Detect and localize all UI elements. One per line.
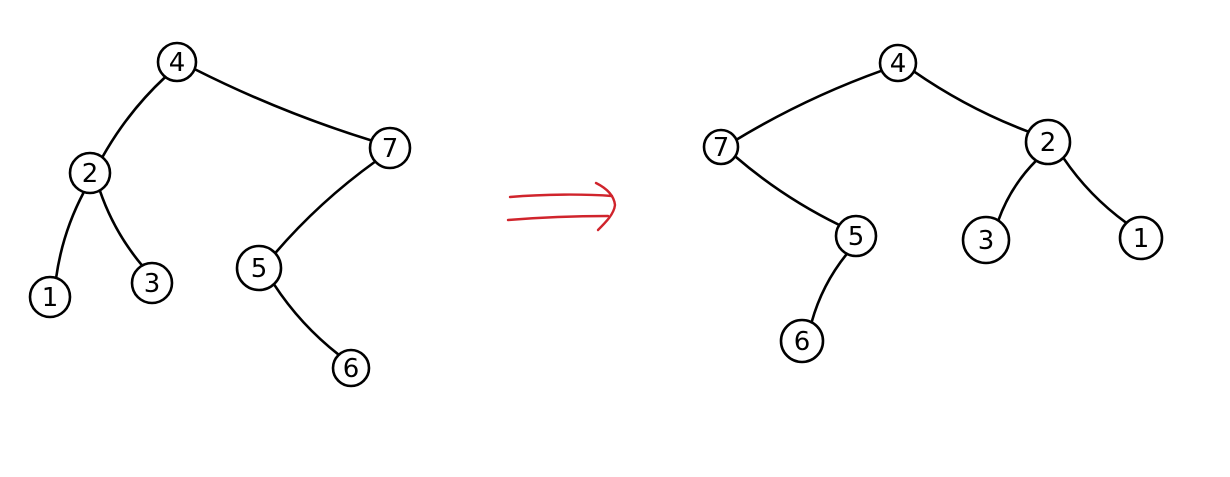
edge-n5-n6 [272,282,341,357]
edge-n2-n1 [54,190,86,280]
edge-m7-m5 [733,155,841,227]
node-label: 6 [794,327,811,357]
node-circle [68,151,112,195]
arrow-head [594,181,617,232]
node-circle [368,126,412,170]
node-label: 4 [890,49,907,79]
node-circle [1118,215,1164,261]
transform-arrow [506,181,617,232]
tree-node-m7: 7 [702,128,740,166]
edge-m2-m1 [1062,156,1128,225]
node-circle [28,275,72,319]
arrow-shaft-top [508,193,614,199]
node-label: 1 [42,283,59,313]
tree-node-m2: 2 [1024,118,1072,166]
tree-node-n6: 6 [331,348,371,388]
node-circle [779,318,825,364]
node-circle [130,261,174,305]
edge-m5-m6 [810,252,849,324]
node-circle [878,43,918,83]
original-tree: 4 2 7 1 3 5 6 [28,41,412,388]
node-circle [1024,118,1072,166]
node-label: 3 [144,269,161,299]
edge-n4-n7 [193,67,373,142]
tree-node-m6: 6 [779,318,825,364]
tree-node-m4: 4 [878,43,918,83]
tree-node-n1: 1 [28,275,72,319]
node-label: 2 [82,159,99,189]
node-label: 6 [343,354,360,384]
tree-node-m3: 3 [961,215,1011,265]
node-label: 7 [713,133,730,163]
node-circle [156,41,198,83]
edge-n7-n5 [273,160,377,255]
tree-node-m5: 5 [834,214,878,258]
node-label: 3 [978,226,995,256]
edge-m4-m2 [912,70,1030,133]
mirrored-tree: 4 7 2 5 3 1 6 [702,43,1164,364]
node-circle [702,128,740,166]
arrow-shaft-bottom [506,214,610,222]
node-circle [331,348,371,388]
edge-m2-m3 [997,159,1038,222]
node-label: 5 [848,222,865,252]
tree-node-n2: 2 [68,151,112,195]
edge-n4-n2 [101,75,167,159]
node-circle [834,214,878,258]
tree-node-n7: 7 [368,126,412,170]
node-label: 2 [1040,128,1057,158]
node-circle [235,244,283,292]
edge-m4-m7 [735,69,883,141]
node-label: 5 [251,254,268,284]
tree-node-n5: 5 [235,244,283,292]
node-circle [961,215,1011,265]
tree-node-m1: 1 [1118,215,1164,261]
edge-n2-n3 [98,189,144,267]
tree-node-n4: 4 [156,41,198,83]
node-label: 4 [169,48,186,78]
node-label: 7 [382,134,399,164]
node-label: 1 [1133,224,1150,254]
tree-node-n3: 3 [130,261,174,305]
